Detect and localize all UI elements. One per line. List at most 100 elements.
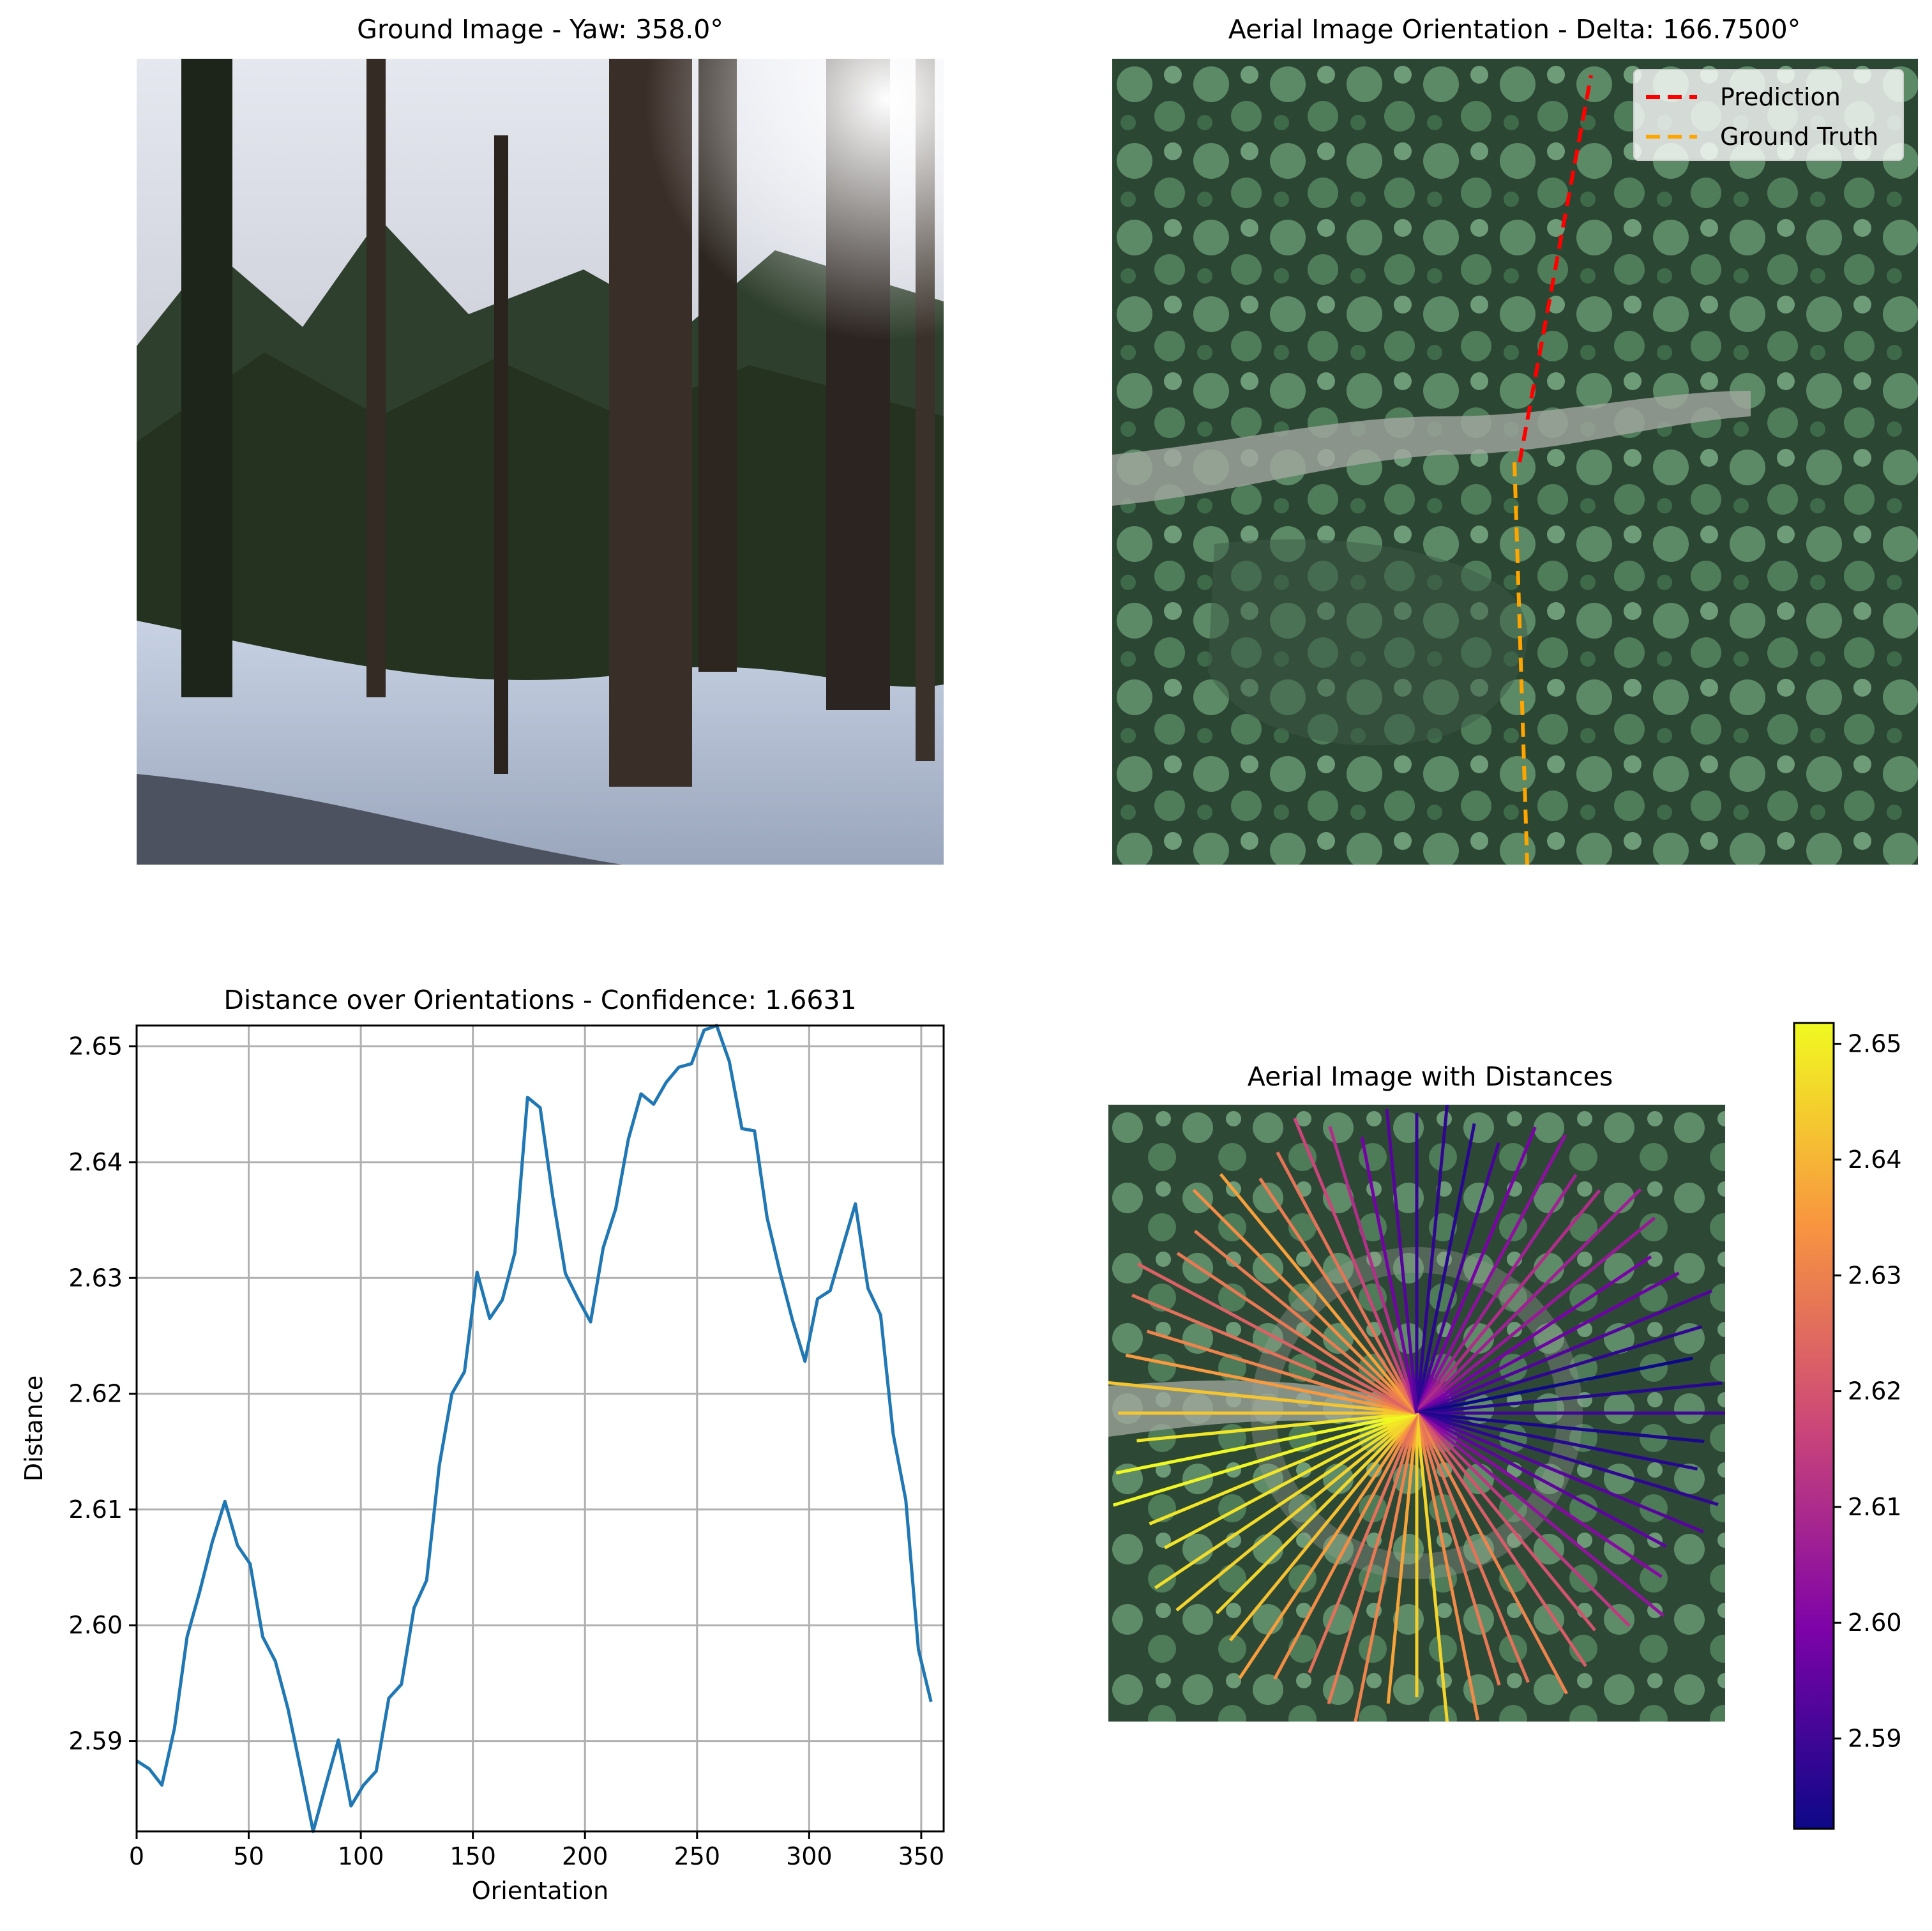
radial-distance-line [1276,1151,1419,1414]
colorbar-tick-label: 2.65 [1848,1030,1902,1058]
ground-image [137,59,944,865]
radial-distance-line [1415,1189,1601,1414]
y-tick-label: 2.65 [68,1033,123,1061]
radial-distance-line [1258,1178,1419,1414]
y-axis-label: Distance [20,1375,48,1481]
y-tick-label: 2.64 [68,1148,123,1176]
colorbar-tick-label: 2.63 [1848,1261,1902,1289]
radial-distance-line [1416,1381,1723,1415]
x-tick-label: 150 [449,1842,496,1870]
radial-distance-line [1112,1411,1417,1507]
radial-distance-line [1164,1411,1418,1550]
radial-distance-line [1354,1412,1419,1722]
radial-distance-line [1416,1325,1703,1415]
radial-distance-line [1192,1188,1418,1414]
radial-distance-line [1327,1412,1419,1704]
y-tick-label: 2.60 [68,1611,123,1639]
radial-distance-line [1415,1142,1500,1414]
radial-distance-line [1415,1126,1537,1414]
plot-frame [135,1024,945,1833]
radial-distance-line [1415,1105,1449,1414]
y-tick-label: 2.63 [68,1264,123,1292]
radial-distance-line [1415,1412,1501,1686]
radial-distance-line [1416,1289,1712,1415]
radial-distance-line [1415,1412,1480,1721]
radial-distance-line [1415,1174,1578,1414]
radial-distance-line [1415,1412,1449,1722]
radial-distance-line [1386,1412,1419,1704]
radial-distance-line [1176,1252,1418,1415]
x-tick-label: 100 [338,1842,384,1870]
x-tick-label: 0 [129,1842,144,1870]
y-tick-label: 2.62 [68,1380,123,1408]
radial-distance-line [1229,1412,1418,1642]
x-tick-label: 250 [674,1842,721,1870]
radial-distance-line [1415,1412,1587,1667]
radial-distance-line [1175,1412,1418,1612]
radial-distance-line [1416,1411,1704,1534]
legend-ground-truth-label: Ground Truth [1720,123,1879,151]
ground-image-title: Ground Image - Yaw: 358.0° [357,14,723,45]
colorbar-tick-label: 2.61 [1848,1493,1902,1521]
radial-distance-line [1293,1117,1419,1414]
radial-distance-line [1360,1137,1419,1414]
radial-distance-line [1415,1411,1663,1579]
radial-distance-line [1193,1229,1418,1414]
radial-distance-line [1415,1188,1642,1414]
radial-distance-line [1416,1411,1698,1471]
y-tick-label: 2.61 [68,1496,123,1524]
aerial-distances-title: Aerial Image with Distances [1247,1061,1613,1092]
distance-chart-title: Distance over Orientations - Confidence:… [223,985,857,1015]
x-tick-label: 200 [562,1842,608,1870]
x-axis-label: Orientation [472,1877,609,1905]
aerial-orientation-image [1112,59,1918,865]
radial-distance-line [1416,1356,1693,1415]
radial-distance-line [1415,1216,1656,1414]
ground-truth-line [1513,462,1529,865]
radial-distance-line [1238,1412,1419,1679]
radial-distance-line [1273,1412,1419,1680]
radial-distance-line [1149,1411,1417,1526]
aerial-orientation-title: Aerial Image Orientation - Delta: 166.75… [1228,14,1801,45]
radial-distance-line [1136,1262,1418,1415]
radial-distance-line [1415,1412,1530,1683]
aerial-distances-image [1108,1105,1725,1722]
radial-distance-line [1219,1173,1418,1414]
radial-distance-line [1125,1353,1417,1415]
radial-distance-line [1415,1412,1631,1627]
prediction-line [1518,75,1593,463]
radial-distance-line [1415,1123,1476,1414]
colorbar-tick-label: 2.64 [1848,1146,1902,1174]
radial-distance-line [1328,1126,1419,1414]
y-tick-label: 2.59 [68,1727,123,1755]
colorbar-tick-label: 2.60 [1848,1609,1902,1637]
radial-distance-line [1154,1411,1418,1589]
colorbar-tick-label: 2.62 [1848,1377,1902,1405]
radial-distance-line [1415,1271,1680,1415]
radial-distance-line [1416,1411,1705,1443]
radial-distance-line [1131,1293,1417,1415]
radial-distance-line [1415,1255,1652,1415]
radial-distance-line [1215,1412,1418,1615]
radial-distance-line [1385,1109,1419,1414]
x-tick-label: 50 [233,1842,264,1870]
radial-distance-line [1308,1412,1419,1674]
radial-distance-line [1108,1381,1417,1415]
radial-distance-line [1415,1412,1569,1695]
radial-distance-line [1415,1134,1567,1414]
colorbar: 2.59 2.60 2.61 2.62 2.63 2.64 2.65 [1793,1022,1902,1830]
radial-distance-line [1416,1411,1719,1506]
x-tick-label: 350 [898,1842,945,1870]
legend-prediction-label: Prediction [1720,83,1841,111]
radial-distance-line [1146,1329,1417,1415]
x-tick-label: 300 [786,1842,833,1870]
radial-distance-line [1415,1412,1597,1632]
radial-distance-line [1136,1411,1417,1443]
radial-distance-line [1415,1412,1664,1617]
radial-distance-line [1415,1411,1667,1548]
colorbar-gradient [1793,1022,1835,1830]
radial-distance-line [1115,1411,1417,1475]
distance-series-line [135,1024,933,1833]
colorbar-tick-label: 2.59 [1848,1725,1902,1753]
legend: Prediction Ground Truth [1633,69,1904,161]
